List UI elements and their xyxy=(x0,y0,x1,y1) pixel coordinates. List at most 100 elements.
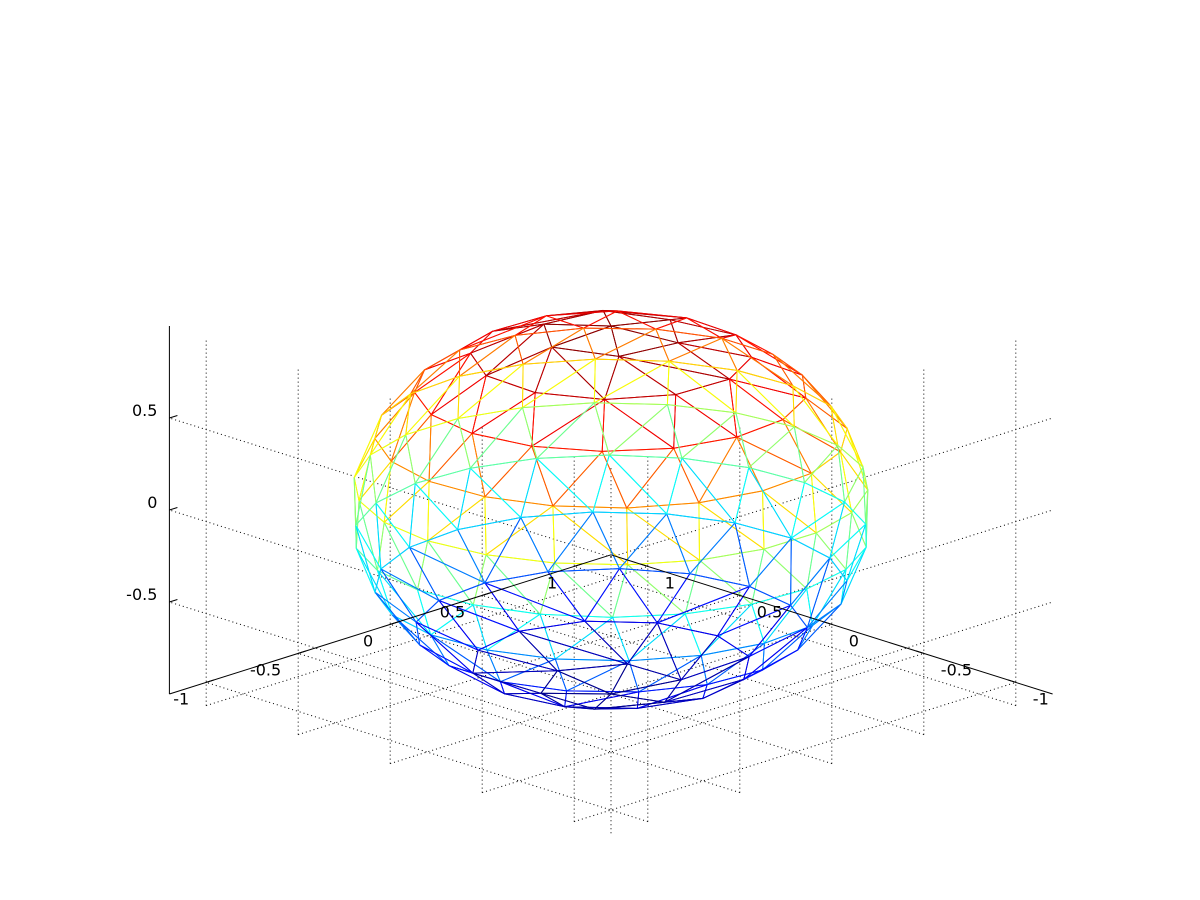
axes-box xyxy=(168,326,1053,695)
mesh-triangle xyxy=(531,392,607,448)
mesh-triangle xyxy=(781,418,842,475)
mesh-triangle xyxy=(802,374,848,429)
mesh-triangle xyxy=(790,500,846,559)
y-tick-label: 1 xyxy=(547,573,557,592)
mesh-triangle xyxy=(603,394,677,450)
axes-grid xyxy=(169,337,1053,834)
mesh-triangle xyxy=(383,480,430,542)
grid-line-floor-y xyxy=(482,652,924,794)
x-tick-mark xyxy=(915,650,924,654)
mesh-triangle xyxy=(582,327,657,360)
x-tick-mark xyxy=(639,563,648,567)
mesh-triangle xyxy=(375,501,411,570)
mesh-triangle xyxy=(469,323,545,377)
mesh-triangle xyxy=(673,393,739,449)
mesh-triangle xyxy=(626,621,682,681)
mesh-triangle xyxy=(476,630,559,672)
z-tick-label: 0 xyxy=(147,493,157,512)
mesh-triangle xyxy=(472,553,542,615)
mesh-triangle xyxy=(472,670,559,694)
mesh-triangle xyxy=(680,457,750,524)
tick-labels: -0.5 0 0.5 -1 -0.5 0 0.5 1 -1 -0.5 0 0.5 1 xyxy=(126,401,1049,708)
mesh-triangle xyxy=(530,398,606,452)
x-tick-mark xyxy=(731,592,740,596)
mesh-triangle xyxy=(747,466,806,540)
mesh-triangle xyxy=(618,342,730,380)
mesh-triangle xyxy=(539,613,615,660)
mesh-triangle xyxy=(792,384,840,447)
mesh-triangle xyxy=(414,467,471,531)
mesh-triangle xyxy=(679,635,751,681)
x-tick-label: -0.5 xyxy=(941,660,972,679)
mesh-triangle xyxy=(471,432,533,498)
mesh-triangle xyxy=(592,511,668,570)
x-tick-label: 0 xyxy=(849,631,859,650)
mesh-triangle xyxy=(747,425,806,484)
mesh-triangle xyxy=(601,398,676,452)
mesh-triangle xyxy=(383,521,429,592)
mesh-triangle xyxy=(611,613,687,662)
mesh-triangle xyxy=(592,454,668,515)
mesh-triangle xyxy=(355,500,378,571)
mesh-triangle xyxy=(686,317,738,339)
mesh-triangle xyxy=(806,568,848,627)
mesh-triangle xyxy=(782,397,841,453)
mesh-triangle xyxy=(381,369,425,416)
x-tick-mark xyxy=(1007,679,1016,683)
y-tick-mark xyxy=(482,592,491,596)
z-tick-label: 0.5 xyxy=(132,401,157,420)
mesh-triangle xyxy=(535,401,610,459)
mesh-triangle xyxy=(427,480,486,542)
y-tick-label: 0 xyxy=(363,631,373,650)
mesh-triangle xyxy=(374,591,421,647)
z-tick-mark xyxy=(169,507,178,511)
y-tick-mark xyxy=(390,621,399,625)
mesh-triangle xyxy=(410,348,461,395)
y-tick-mark xyxy=(298,650,307,654)
mesh-triangle xyxy=(484,504,556,564)
mesh-triangle xyxy=(698,548,765,606)
mesh-triangle xyxy=(471,374,537,435)
mesh-triangle xyxy=(698,501,766,561)
mesh-triangle xyxy=(608,403,683,459)
mesh-triangle xyxy=(469,406,538,469)
mesh-triangle xyxy=(655,317,723,339)
mesh-triangle xyxy=(627,613,702,662)
mesh-triangle xyxy=(551,450,628,509)
mesh-triangle xyxy=(626,559,701,615)
mesh-triangle xyxy=(797,603,842,651)
mesh-triangle xyxy=(469,457,538,519)
mesh-triangle xyxy=(603,355,678,401)
mesh-triangle xyxy=(735,369,796,428)
mesh-triangle xyxy=(583,567,659,624)
z-tick-mark xyxy=(169,415,178,419)
mesh-triangle xyxy=(806,531,847,590)
sphere-mesh xyxy=(353,309,869,710)
x-tick-label: 0.5 xyxy=(757,602,782,621)
mesh-triangle xyxy=(595,328,670,362)
mesh-triangle xyxy=(566,660,640,693)
mesh-triangle xyxy=(354,454,377,527)
y-tick-label: -1 xyxy=(173,689,189,708)
mesh-triangle xyxy=(531,445,604,507)
mesh-triangle xyxy=(413,352,471,416)
y-tick-mark xyxy=(206,679,215,683)
mesh-triangle xyxy=(484,496,555,556)
x-tick-mark xyxy=(823,621,832,625)
mesh-triangle xyxy=(743,626,808,681)
mesh-triangle xyxy=(735,334,803,376)
x-tick-label: -1 xyxy=(1033,689,1049,708)
mesh-triangle xyxy=(593,402,669,456)
mesh-triangle xyxy=(404,374,461,436)
mesh-triangle xyxy=(518,620,628,665)
mesh-triangle xyxy=(520,358,596,409)
x-tick-label: 1 xyxy=(665,573,675,592)
mesh-triangle xyxy=(390,413,432,483)
mesh-triangle xyxy=(593,693,665,710)
mesh-triangle xyxy=(485,613,557,660)
mesh-triangle xyxy=(456,467,522,531)
y-tick-label: 0.5 xyxy=(440,602,465,621)
mesh-triangle xyxy=(790,481,846,540)
mesh-triangle xyxy=(583,620,659,665)
